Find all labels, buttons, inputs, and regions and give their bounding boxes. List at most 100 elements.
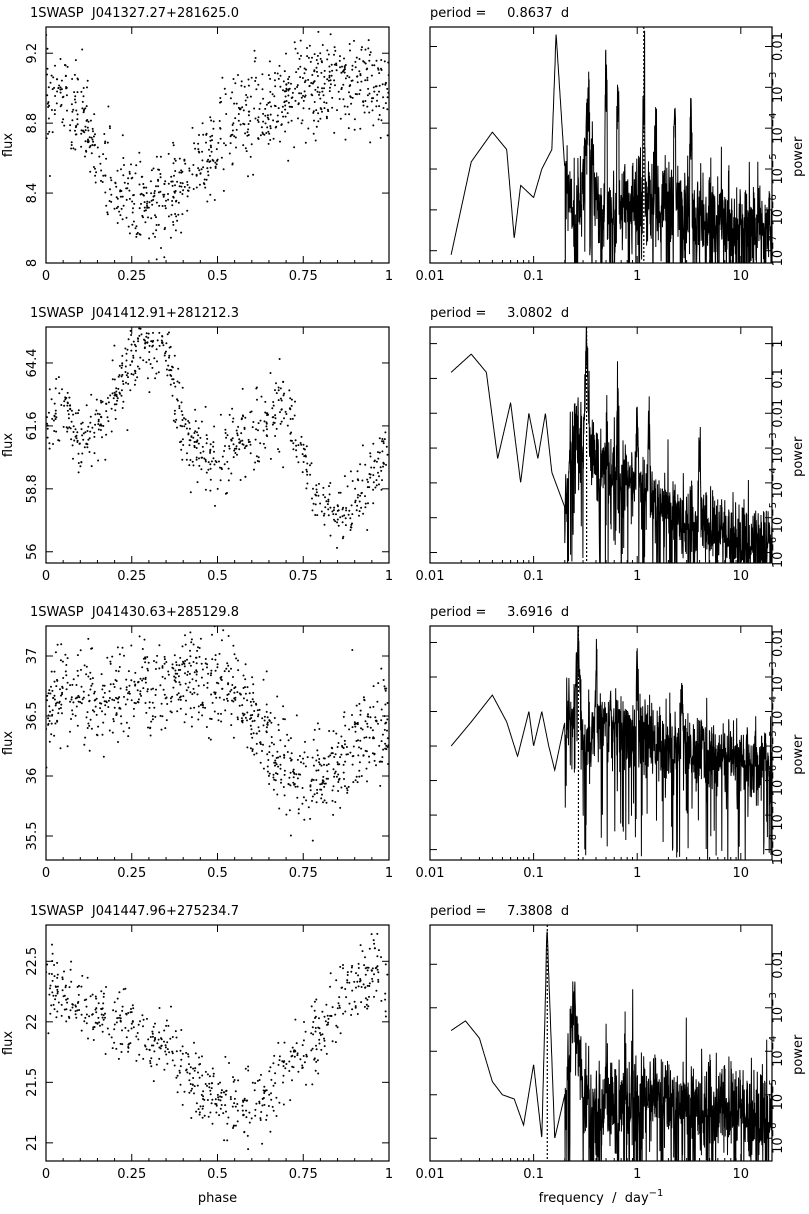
data-point bbox=[68, 986, 71, 989]
data-point bbox=[386, 737, 389, 740]
data-point bbox=[317, 494, 320, 497]
data-point bbox=[50, 685, 52, 688]
data-point bbox=[146, 690, 149, 693]
data-point bbox=[99, 429, 102, 431]
data-point bbox=[165, 1024, 168, 1027]
data-point bbox=[47, 106, 50, 108]
data-point bbox=[209, 674, 212, 677]
data-point bbox=[66, 997, 69, 1000]
data-point bbox=[106, 656, 109, 659]
data-point bbox=[200, 468, 203, 471]
data-point bbox=[247, 114, 250, 117]
data-point bbox=[127, 1012, 130, 1014]
data-point bbox=[165, 1053, 168, 1056]
data-point bbox=[66, 681, 69, 684]
data-point bbox=[202, 166, 205, 169]
data-point bbox=[101, 1016, 104, 1019]
data-point bbox=[96, 734, 99, 737]
data-point bbox=[320, 797, 323, 800]
data-point bbox=[199, 704, 202, 706]
data-point bbox=[331, 96, 334, 99]
data-point bbox=[132, 220, 135, 223]
data-point bbox=[197, 442, 200, 445]
data-point bbox=[226, 492, 228, 494]
data-point bbox=[318, 1038, 321, 1041]
data-point bbox=[128, 172, 131, 175]
data-point bbox=[181, 182, 184, 185]
data-point bbox=[80, 90, 83, 93]
data-point bbox=[308, 44, 311, 47]
data-point bbox=[195, 447, 198, 449]
data-point bbox=[195, 670, 198, 673]
data-point bbox=[261, 750, 263, 752]
data-point bbox=[125, 721, 128, 724]
data-point bbox=[100, 1013, 103, 1016]
data-point bbox=[342, 771, 345, 774]
y-tick-label: 0.01 bbox=[771, 950, 786, 979]
data-point bbox=[60, 103, 63, 106]
data-point bbox=[253, 710, 256, 712]
data-point bbox=[85, 105, 88, 108]
data-point bbox=[251, 676, 254, 679]
data-point bbox=[209, 166, 212, 169]
data-point bbox=[144, 702, 147, 704]
data-point bbox=[167, 193, 169, 195]
data-point bbox=[70, 409, 73, 412]
data-point bbox=[222, 168, 225, 171]
data-point bbox=[345, 746, 348, 748]
panel-title: 1SWASP J041412.91+281212.3 bbox=[30, 306, 239, 321]
data-point bbox=[171, 204, 174, 207]
data-point bbox=[339, 516, 342, 519]
data-point bbox=[216, 666, 219, 669]
data-point bbox=[50, 670, 53, 673]
data-point bbox=[223, 463, 226, 466]
data-point bbox=[49, 987, 51, 990]
data-point bbox=[359, 739, 362, 742]
data-point bbox=[378, 84, 381, 87]
data-point bbox=[181, 386, 184, 389]
data-point bbox=[111, 731, 114, 734]
data-point bbox=[282, 115, 285, 118]
data-point bbox=[275, 427, 278, 430]
data-point bbox=[229, 142, 232, 145]
data-point bbox=[279, 755, 282, 758]
data-point bbox=[342, 967, 344, 970]
x-tick-label: 0.01 bbox=[416, 1167, 445, 1182]
data-point bbox=[285, 1063, 288, 1065]
data-point bbox=[329, 83, 332, 86]
data-point bbox=[95, 997, 98, 1000]
data-point bbox=[132, 356, 135, 359]
data-point bbox=[76, 696, 79, 699]
data-point bbox=[183, 417, 185, 420]
data-point bbox=[332, 785, 335, 788]
data-point bbox=[196, 1084, 199, 1087]
data-point bbox=[272, 137, 275, 140]
data-point bbox=[269, 77, 272, 80]
data-point bbox=[208, 148, 210, 151]
data-point bbox=[132, 207, 134, 210]
data-point bbox=[302, 1055, 305, 1057]
data-point bbox=[303, 1061, 306, 1064]
data-point bbox=[348, 509, 351, 512]
data-point bbox=[265, 421, 268, 424]
data-point bbox=[350, 970, 353, 973]
data-point bbox=[140, 192, 143, 195]
data-point bbox=[313, 1000, 316, 1003]
data-point bbox=[72, 678, 75, 681]
data-point bbox=[72, 431, 75, 433]
data-point bbox=[287, 159, 290, 162]
data-point bbox=[246, 719, 248, 722]
data-point bbox=[195, 1102, 198, 1105]
data-point bbox=[173, 412, 176, 415]
data-point bbox=[377, 457, 380, 460]
data-point bbox=[145, 711, 148, 714]
data-point bbox=[344, 1010, 347, 1013]
data-point bbox=[206, 200, 209, 203]
data-point bbox=[290, 752, 293, 755]
data-point bbox=[52, 696, 55, 699]
data-point bbox=[61, 712, 63, 715]
data-point bbox=[212, 1072, 215, 1075]
data-point bbox=[118, 210, 121, 213]
data-point bbox=[327, 1021, 330, 1024]
data-point bbox=[211, 1098, 214, 1101]
